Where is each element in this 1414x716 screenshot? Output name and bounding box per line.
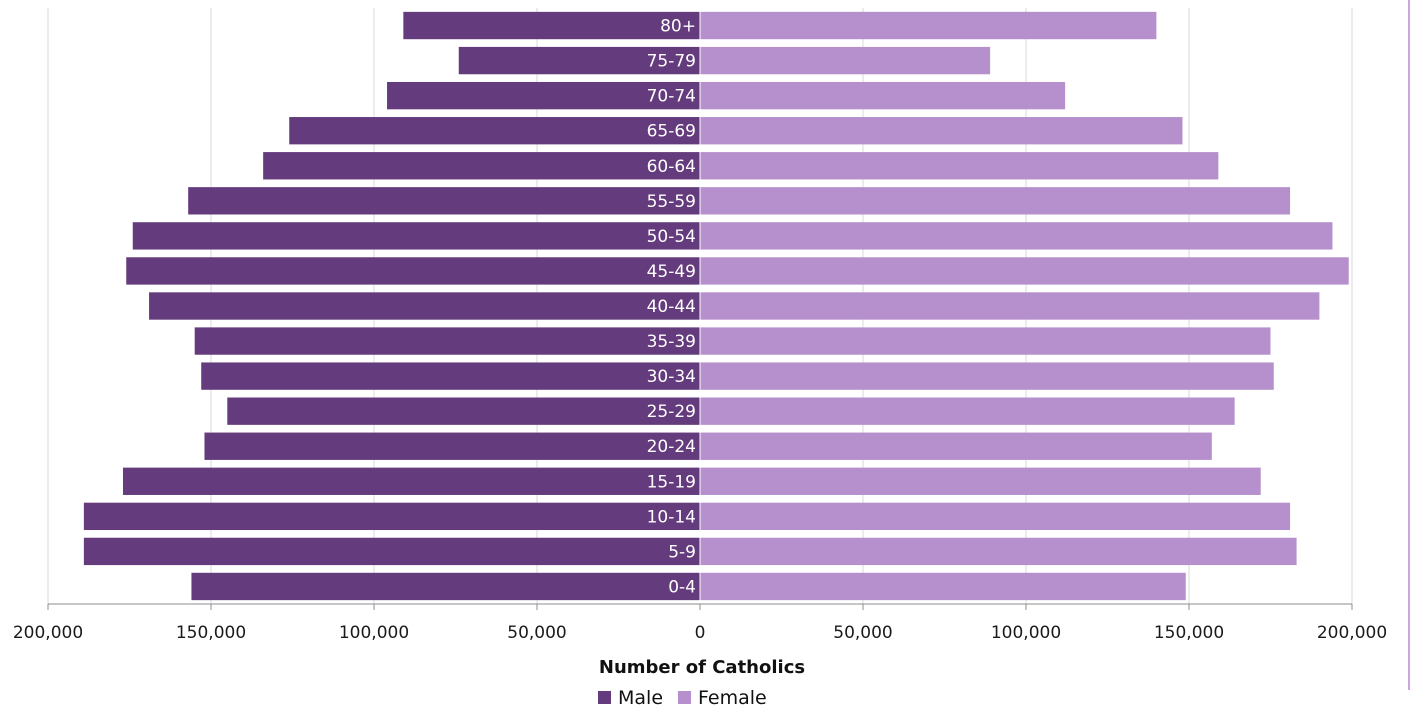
bar-female	[700, 502, 1291, 531]
bar-male	[204, 432, 701, 460]
bar-female	[700, 467, 1261, 495]
legend-swatch	[678, 691, 691, 704]
x-tick-label: 50,000	[833, 623, 892, 643]
bar-male	[458, 46, 700, 75]
bar-female	[700, 187, 1291, 215]
x-tick-label: 100,000	[339, 623, 409, 643]
age-group-label: 55-59	[647, 192, 696, 212]
bar-female	[700, 257, 1349, 285]
x-tick-label: 200,000	[13, 623, 83, 643]
bar-female	[700, 327, 1271, 355]
x-tick-label: 50,000	[507, 623, 566, 643]
age-group-label: 10-14	[647, 507, 696, 527]
legend-swatch	[598, 691, 611, 704]
bar-female	[700, 572, 1186, 601]
bar-female	[700, 537, 1297, 566]
x-tick-label: 150,000	[176, 623, 246, 643]
bar-male	[289, 117, 700, 145]
bar-male	[149, 292, 700, 320]
bar-male	[126, 257, 701, 285]
legend-label: Male	[618, 687, 663, 709]
bar-female	[700, 432, 1212, 460]
bar-male	[191, 572, 700, 601]
age-group-label: 60-64	[647, 157, 696, 177]
bar-male	[387, 81, 700, 110]
legend: Male Female	[598, 687, 767, 709]
x-tick-label: 200,000	[1317, 623, 1387, 643]
age-group-label: 15-19	[647, 472, 696, 492]
age-group-label: 75-79	[647, 52, 696, 72]
age-group-label: 0-4	[668, 577, 696, 597]
bar-female	[700, 11, 1157, 40]
female-bars	[700, 11, 1349, 601]
bar-male	[194, 327, 700, 355]
age-group-label: 50-54	[647, 227, 696, 247]
age-group-label: 45-49	[647, 262, 696, 282]
bar-female	[700, 397, 1235, 425]
age-group-label: 25-29	[647, 402, 696, 422]
age-group-label: 20-24	[647, 437, 696, 457]
bar-male	[83, 502, 701, 531]
age-group-label: 35-39	[647, 332, 696, 352]
bar-female	[700, 362, 1274, 390]
male-bars	[83, 11, 701, 601]
age-group-label: 65-69	[647, 122, 696, 142]
bar-male	[188, 187, 700, 215]
x-axis: 200,000 150,000 100,000 50,000 0 50,000 100,00…	[13, 603, 1387, 643]
age-group-label: 5-9	[668, 542, 696, 562]
legend-label: Female	[698, 687, 767, 709]
bar-male	[132, 222, 700, 250]
bar-female	[700, 81, 1066, 110]
bar-male	[83, 537, 701, 566]
bar-female	[700, 46, 991, 75]
age-group-label: 40-44	[647, 297, 696, 317]
bar-male	[227, 397, 701, 425]
bar-female	[700, 117, 1183, 145]
bar-female	[700, 152, 1219, 180]
bar-female	[700, 222, 1333, 250]
x-tick-label: 100,000	[991, 623, 1061, 643]
age-group-label: 30-34	[647, 367, 696, 387]
bar-male	[201, 362, 700, 390]
page-border-accent	[1408, 0, 1410, 690]
x-axis-title: Number of Catholics	[599, 657, 805, 678]
age-group-labels: 0-4 5-9 10-14 15-19 20-24 25-29 30-34 35-39 40-4…	[647, 8, 701, 604]
bar-male	[263, 152, 700, 180]
age-group-label: 80+	[660, 17, 696, 37]
age-group-label: 70-74	[647, 87, 696, 107]
bar-male	[122, 467, 701, 495]
bar-male	[403, 11, 700, 40]
bar-female	[700, 292, 1320, 320]
x-tick-label: 0	[695, 623, 706, 643]
x-tick-label: 150,000	[1154, 623, 1224, 643]
